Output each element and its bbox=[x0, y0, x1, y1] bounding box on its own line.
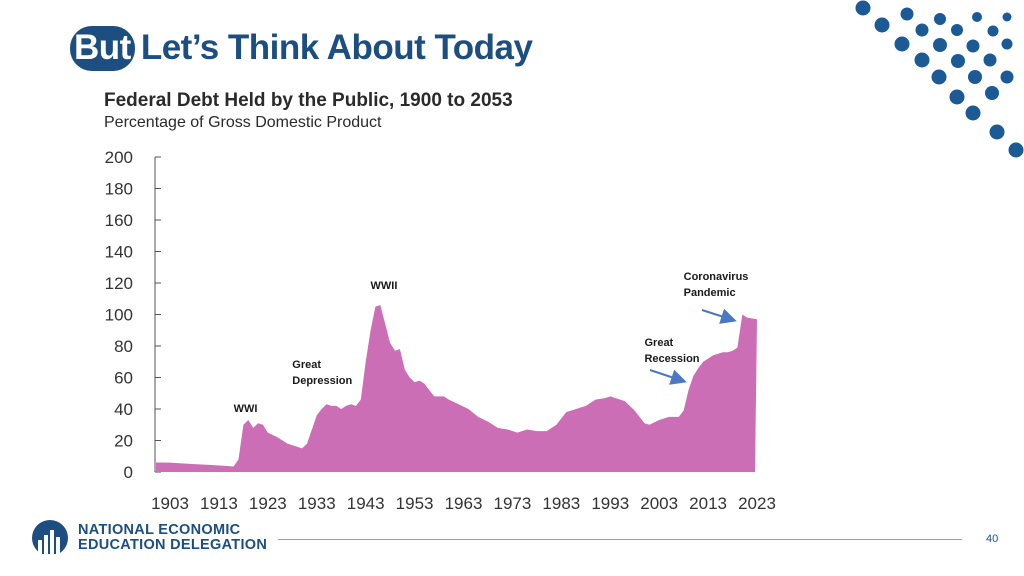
x-tick-label: 1953 bbox=[396, 494, 434, 513]
logo-text: NATIONAL ECONOMIC EDUCATION DELEGATION bbox=[78, 523, 267, 553]
annotation-label: Coronavirus Pandemic bbox=[684, 269, 749, 301]
y-tick-label: 0 bbox=[124, 463, 133, 482]
annotation-line: Depression bbox=[292, 374, 353, 387]
x-tick-label: 2013 bbox=[689, 494, 727, 513]
annotation-line: Coronavirus bbox=[683, 270, 749, 283]
annotation-line: Pandemic bbox=[683, 286, 736, 299]
x-tick-label: 1983 bbox=[542, 494, 580, 513]
x-tick-label: 1993 bbox=[591, 494, 629, 513]
x-tick-label: 1973 bbox=[494, 494, 532, 513]
x-tick-label: 1923 bbox=[249, 494, 287, 513]
annotation-label: Great Depression bbox=[292, 357, 352, 389]
y-tick-label: 180 bbox=[105, 180, 133, 199]
y-tick-label: 120 bbox=[105, 274, 133, 293]
x-tick-label: 1913 bbox=[200, 494, 238, 513]
x-tick-label: 1963 bbox=[445, 494, 483, 513]
logo-line-2: EDUCATION DELEGATION bbox=[78, 537, 268, 553]
x-tick-label: 2023 bbox=[738, 494, 776, 513]
need-logo-icon bbox=[30, 520, 70, 558]
pandemic-arrow bbox=[701, 308, 737, 324]
annotation-line: Great bbox=[644, 336, 674, 349]
great-recession-arrow bbox=[649, 369, 687, 385]
logo-line-1: NATIONAL ECONOMIC bbox=[78, 522, 241, 538]
y-tick-label: 200 bbox=[105, 148, 133, 167]
title-text: Let’s Think About Today bbox=[140, 28, 533, 67]
decorative-dots bbox=[855, 0, 1024, 158]
x-tick-label: 1933 bbox=[298, 494, 336, 513]
annotation-label: WWI bbox=[234, 401, 258, 417]
x-tick-label: 2003 bbox=[640, 494, 678, 513]
debt-area bbox=[156, 305, 757, 472]
y-tick-label: 100 bbox=[105, 306, 133, 325]
y-tick-label: 20 bbox=[114, 432, 133, 451]
title-highlight: But bbox=[70, 26, 135, 71]
y-tick-label: 60 bbox=[114, 369, 133, 388]
page-number: 40 bbox=[986, 533, 999, 545]
annotation-line: Great bbox=[292, 358, 322, 371]
x-tick-label: 1943 bbox=[347, 494, 385, 513]
slide-title: But Let’s Think About Today bbox=[70, 26, 533, 71]
y-tick-label: 160 bbox=[105, 211, 133, 230]
y-tick-label: 140 bbox=[105, 243, 133, 262]
annotation-line: WWII bbox=[370, 280, 398, 293]
y-tick-label: 40 bbox=[114, 400, 133, 419]
x-tick-label: 1903 bbox=[151, 494, 189, 513]
annotation-label: Great Recession bbox=[644, 335, 699, 367]
annotation-label: WWII bbox=[371, 278, 398, 294]
chart-subtitle: Percentage of Gross Domestic Product bbox=[104, 114, 382, 131]
footer-divider bbox=[278, 539, 962, 540]
chart-title: Federal Debt Held by the Public, 1900 to… bbox=[104, 90, 513, 111]
annotation-line: Recession bbox=[644, 352, 700, 365]
annotation-line: WWI bbox=[233, 403, 258, 415]
y-tick-label: 80 bbox=[114, 337, 133, 356]
